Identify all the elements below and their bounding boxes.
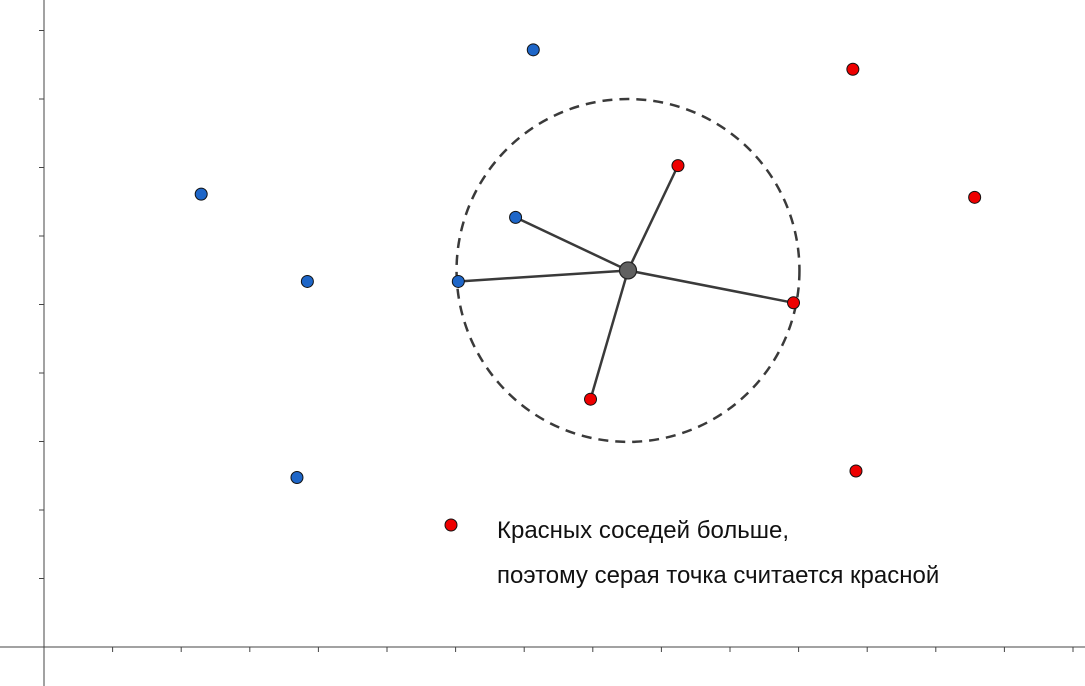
- blue-point: [194, 187, 208, 201]
- legend-red-marker: [444, 518, 458, 532]
- neighbor-links: [458, 165, 794, 400]
- red-point: [968, 190, 982, 204]
- neighbor-link: [627, 269, 794, 305]
- neighbor-link: [515, 216, 629, 272]
- neighborhood-circle: [455, 97, 801, 444]
- query-point: [618, 261, 638, 280]
- neighbor-link: [458, 269, 629, 283]
- neighbor-link: [589, 270, 630, 400]
- blue-point: [451, 274, 465, 288]
- red-point: [846, 62, 860, 76]
- caption-line-2: поэтому серая точка считается красной: [497, 562, 940, 589]
- red-point: [584, 392, 598, 406]
- blue-point: [290, 470, 304, 484]
- neighbor-link: [626, 165, 680, 271]
- blue-point: [300, 274, 314, 288]
- caption-line-1: Красных соседей больше,: [497, 517, 790, 544]
- red-point: [671, 159, 685, 173]
- red-point: [787, 296, 801, 310]
- blue-point: [509, 210, 523, 224]
- data-points: [194, 43, 982, 484]
- red-point: [849, 464, 863, 478]
- blue-point: [526, 43, 540, 57]
